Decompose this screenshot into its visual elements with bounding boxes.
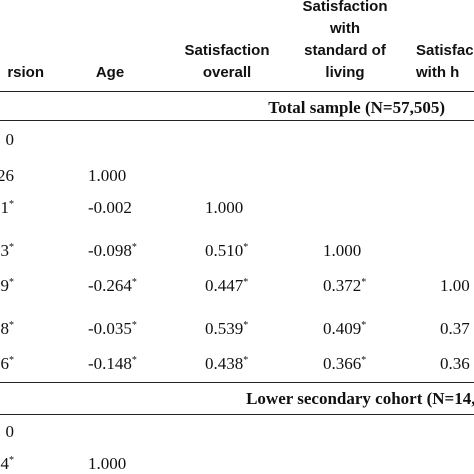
table-cell: 1.000 <box>323 241 361 261</box>
significance-mark: * <box>243 320 249 331</box>
section-title: Lower secondary cohort (N=14,3 <box>246 389 474 408</box>
table-cell: 0.37 <box>440 319 470 339</box>
cell-value: 0.409 <box>323 319 362 338</box>
table-cell: 1.000 <box>88 166 126 186</box>
table-cell: 26 <box>0 166 14 186</box>
column-header: Satisfac <box>416 42 474 59</box>
table-cell: 0.366* <box>323 354 366 374</box>
cell-value: 0 <box>5 422 15 441</box>
cell-value: 9 <box>0 276 10 295</box>
cell-value: 0.366 <box>323 354 362 373</box>
rule <box>0 120 474 121</box>
cell-value: 0.372 <box>323 276 362 295</box>
significance-mark: * <box>361 320 367 331</box>
table-cell: 0.372* <box>323 276 366 296</box>
column-header: living <box>325 64 365 81</box>
cell-value: 0.36 <box>440 354 470 373</box>
table-cell: -0.264* <box>88 276 137 296</box>
table-cell: -0.148* <box>88 354 137 374</box>
significance-mark: * <box>243 242 249 253</box>
column-header: overall <box>202 64 252 81</box>
column-header: Age <box>95 64 125 81</box>
section-title: Total sample (N=57,505) <box>268 98 445 117</box>
cell-value: 0.37 <box>440 319 470 338</box>
significance-mark: * <box>9 355 14 366</box>
cell-value: 1.00 <box>440 276 470 295</box>
column-header: with <box>330 20 360 37</box>
column-header: with h <box>416 64 460 81</box>
significance-mark: * <box>361 355 367 366</box>
table-cell: 1.000 <box>88 454 126 474</box>
column-header: standard of <box>304 42 386 59</box>
table-cell: -0.098* <box>88 241 137 261</box>
cell-value: 1.000 <box>205 198 244 217</box>
cell-value: 0.447 <box>205 276 244 295</box>
table-cell: 0.409* <box>323 319 366 339</box>
table-cell: 0.438* <box>205 354 248 374</box>
cell-value: -0.035 <box>88 319 132 338</box>
table-cell: 0.36 <box>440 354 470 374</box>
column-header: Satisfaction <box>302 0 388 15</box>
table-cell: 0 <box>6 130 15 150</box>
cell-value: 26 <box>0 166 14 185</box>
column-header: Satisfaction <box>184 42 270 59</box>
cell-value: 4 <box>0 454 10 473</box>
significance-mark: * <box>9 320 14 331</box>
table-cell: 8* <box>1 319 15 339</box>
cell-value: -0.148 <box>88 354 132 373</box>
cell-value: 1.000 <box>88 166 127 185</box>
significance-mark: * <box>131 242 137 253</box>
significance-mark: * <box>243 277 249 288</box>
rule <box>0 414 474 415</box>
table-cell: -0.002 <box>88 198 132 218</box>
table-cell: 1.000 <box>205 198 243 218</box>
significance-mark: * <box>131 355 137 366</box>
table-cell: 4* <box>1 454 15 474</box>
cell-value: 1 <box>0 198 10 217</box>
cell-value: -0.002 <box>88 198 132 217</box>
significance-mark: * <box>361 277 367 288</box>
significance-mark: * <box>131 277 137 288</box>
cell-value: 3 <box>0 241 10 260</box>
table-cell: 0.447* <box>205 276 248 296</box>
cell-value: 0 <box>5 130 15 149</box>
table-cell: 0.539* <box>205 319 248 339</box>
table-cell: 0 <box>6 422 15 442</box>
table-cell: -0.035* <box>88 319 137 339</box>
cell-value: 0.438 <box>205 354 244 373</box>
table-cell: 1* <box>1 198 15 218</box>
significance-mark: * <box>9 277 14 288</box>
table-cell: 9* <box>1 276 15 296</box>
significance-mark: * <box>9 242 14 253</box>
significance-mark: * <box>9 455 14 466</box>
significance-mark: * <box>243 355 249 366</box>
significance-mark: * <box>131 320 137 331</box>
table-cell: 6* <box>1 354 15 374</box>
table-cell: 1.00 <box>440 276 470 296</box>
cell-value: 1.000 <box>88 454 127 473</box>
cell-value: -0.098 <box>88 241 132 260</box>
significance-mark: * <box>9 199 14 210</box>
cell-value: 0.539 <box>205 319 244 338</box>
cell-value: -0.264 <box>88 276 132 295</box>
cell-value: 8 <box>0 319 10 338</box>
rule <box>0 91 474 92</box>
column-header: rsion <box>7 64 44 81</box>
cell-value: 1.000 <box>323 241 362 260</box>
rule <box>0 382 474 383</box>
table-cell: 3* <box>1 241 15 261</box>
cell-value: 6 <box>0 354 10 373</box>
cell-value: 0.510 <box>205 241 244 260</box>
table-cell: 0.510* <box>205 241 248 261</box>
